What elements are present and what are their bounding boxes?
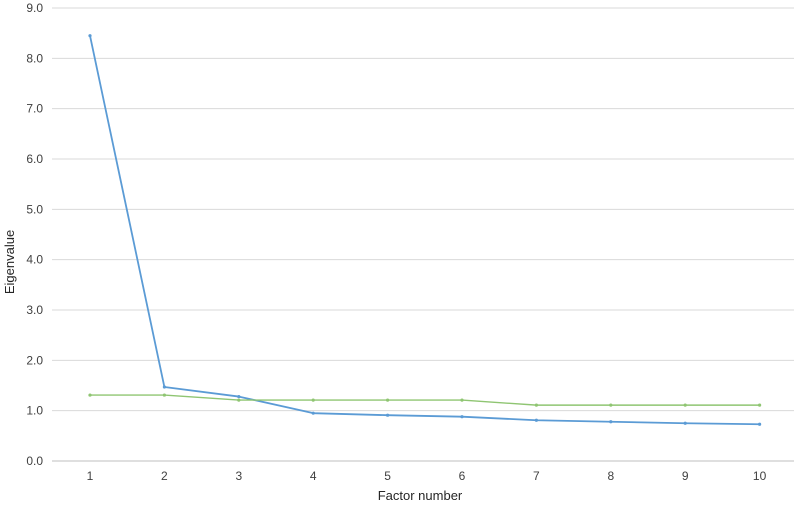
x-tick-label: 6: [459, 469, 466, 483]
series-2-point: [237, 398, 241, 402]
x-tick-label: 7: [533, 469, 540, 483]
series-1-point: [311, 411, 315, 415]
series-2-line: [90, 394, 760, 406]
series-2-point: [162, 393, 166, 397]
x-tick-label: 8: [607, 469, 614, 483]
y-axis-title: Eigenvalue: [2, 230, 17, 294]
y-tick-label: 0.0: [26, 454, 43, 468]
series-2-point: [534, 403, 539, 407]
series-lines: [88, 34, 762, 426]
y-tick-label: 3.0: [26, 303, 43, 317]
y-tick-label: 5.0: [26, 202, 43, 216]
gridlines: [52, 7, 794, 412]
y-tick-label: 1.0: [26, 404, 43, 418]
series-1-point: [237, 394, 241, 399]
series-1-point: [460, 415, 464, 419]
series-2-point: [386, 398, 390, 402]
series-2-point: [683, 403, 687, 407]
x-tick-label: 1: [87, 469, 94, 483]
series-1-point: [162, 385, 166, 389]
series-2-point: [609, 403, 613, 407]
x-tick-label: 10: [753, 469, 767, 483]
y-tick-label: 8.0: [26, 51, 43, 65]
series-1-line: [89, 35, 760, 426]
y-tick-label: 2.0: [26, 353, 43, 367]
y-tick-label: 6.0: [26, 152, 43, 166]
series-1-point: [534, 418, 539, 422]
series-1-point: [609, 420, 613, 424]
y-tick-labels: 0.0 1.0 2.0 3.0 4.0 5.0 6.0 7.0 8.0 9.0: [26, 1, 43, 468]
series-1-point: [683, 421, 687, 425]
series-1-point: [758, 422, 762, 426]
y-tick-label: 9.0: [26, 1, 43, 15]
series-2-point: [311, 398, 315, 402]
y-tick-label: 4.0: [26, 253, 43, 267]
series-2-point: [88, 393, 92, 397]
series-1-point: [386, 413, 390, 417]
series-2-point: [758, 403, 762, 407]
x-tick-label: 2: [161, 469, 168, 483]
x-tick-label: 4: [310, 469, 317, 483]
x-tick-label: 3: [235, 469, 242, 483]
x-tick-label: 9: [682, 469, 689, 483]
series-1-point: [88, 34, 92, 38]
x-tick-label: 5: [384, 469, 391, 483]
x-tick-labels: 1 2 3 4 5 6 7 8 9 10: [87, 469, 767, 483]
x-axis-title: Factor number: [378, 488, 463, 503]
y-tick-label: 7.0: [26, 102, 43, 116]
series-2-point: [460, 398, 464, 402]
